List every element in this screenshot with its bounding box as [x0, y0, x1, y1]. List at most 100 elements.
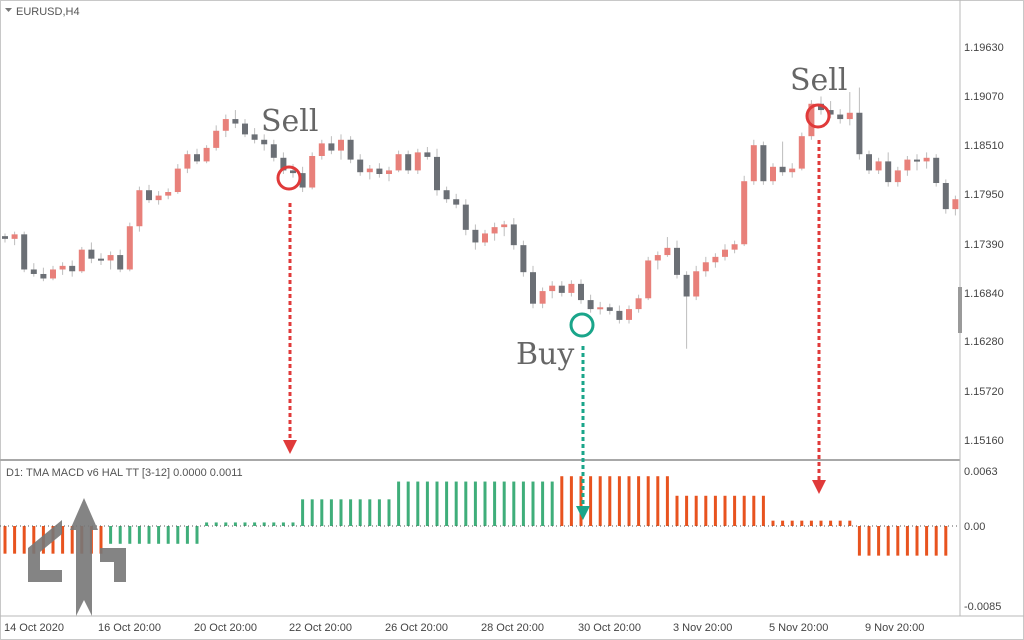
price-scale-handle[interactable]	[958, 287, 962, 333]
price-tick: 1.17390	[964, 239, 1004, 251]
histogram-bar	[233, 522, 237, 526]
histogram-bar	[944, 526, 948, 556]
indicator-tick: 0.00	[964, 521, 985, 533]
histogram-bar	[166, 526, 170, 544]
histogram-bar	[531, 481, 535, 526]
candle-body	[731, 244, 738, 250]
sell-arrowhead-icon	[283, 440, 297, 454]
sell-marker-circle	[805, 103, 831, 129]
candle-body	[424, 152, 431, 157]
candle-body	[664, 247, 671, 256]
price-tick: 1.17950	[964, 189, 1004, 201]
candle-body	[261, 139, 268, 145]
candle-body	[904, 159, 911, 171]
candle-body	[414, 152, 421, 171]
candle-body	[491, 227, 498, 234]
candle-body	[626, 309, 632, 320]
candle-body	[386, 170, 392, 175]
indicator-axis: 0.0063 0.00 -0.0085	[964, 466, 1001, 613]
price-tick: 1.19630	[964, 42, 1004, 54]
candle-body	[866, 154, 872, 171]
histogram-bar	[761, 495, 765, 526]
candle-body	[136, 190, 143, 227]
histogram-bar	[137, 526, 141, 544]
histogram-bar	[896, 526, 900, 556]
candle-body	[395, 154, 402, 171]
histogram-bar	[704, 495, 708, 526]
candle-body	[846, 112, 853, 120]
histogram-bar	[310, 499, 314, 526]
histogram-bar	[425, 481, 429, 526]
histogram-bar	[281, 522, 285, 526]
candle-body	[107, 255, 114, 261]
candle-body	[30, 269, 37, 274]
histogram-bar	[243, 522, 247, 526]
candle-body	[328, 143, 335, 151]
histogram-bar	[848, 520, 852, 526]
candle-body	[290, 170, 296, 174]
histogram-bar	[934, 526, 938, 556]
candle-body	[2, 236, 8, 239]
histogram-bar	[473, 481, 477, 526]
candle-body	[789, 168, 796, 173]
dropdown-triangle-icon[interactable]	[5, 8, 12, 12]
candle-body	[530, 272, 536, 304]
histogram-bar	[70, 526, 74, 554]
histogram-bar	[397, 481, 401, 526]
candle-body	[126, 226, 133, 270]
histogram-bar	[262, 522, 266, 526]
time-tick: 14 Oct 2020	[4, 622, 64, 634]
candle-body	[434, 156, 440, 191]
histogram-bar	[272, 522, 276, 526]
histogram-bar	[483, 481, 487, 526]
candle-body	[338, 139, 344, 151]
histogram-bar	[445, 481, 449, 526]
symbol-title: EURUSD,H4	[16, 6, 80, 18]
candle-body	[645, 260, 652, 299]
candle-body	[770, 166, 776, 182]
candle-body	[808, 103, 815, 137]
time-tick: 20 Oct 20:00	[194, 622, 257, 634]
histogram-bar	[752, 495, 756, 526]
candlestick-series[interactable]	[2, 87, 959, 349]
candle-body	[213, 130, 220, 148]
candle-body	[952, 199, 959, 210]
time-tick: 5 Nov 20:00	[769, 622, 828, 634]
candle-body	[674, 247, 680, 275]
candle-body	[251, 134, 258, 140]
candle-body	[232, 119, 239, 124]
candle-body	[270, 144, 277, 158]
histogram-bar	[809, 520, 813, 526]
candle-body	[88, 249, 95, 259]
histogram-bar	[349, 499, 353, 526]
brand-logo-icon	[28, 498, 126, 616]
candle-body	[837, 114, 844, 120]
candle-body	[827, 110, 834, 115]
price-tick: 1.16840	[964, 288, 1004, 300]
histogram-bar	[838, 520, 842, 526]
candle-body	[222, 119, 229, 131]
candle-body	[578, 283, 584, 301]
candle-body	[750, 145, 757, 182]
candle-body	[366, 168, 373, 173]
candle-body	[549, 285, 556, 292]
histogram-bar	[541, 481, 545, 526]
candle-body	[568, 283, 575, 293]
candle-body	[606, 307, 613, 311]
histogram-bar	[790, 520, 794, 526]
indicator-tick: -0.0085	[964, 601, 1001, 613]
candle-body	[741, 181, 748, 245]
histogram-bar	[857, 526, 861, 556]
histogram-bar	[829, 520, 833, 526]
candle-body	[539, 291, 546, 304]
histogram-bar	[733, 495, 737, 526]
histogram-bar	[867, 526, 871, 556]
price-tick: 1.15160	[964, 435, 1004, 447]
price-tick: 1.19070	[964, 91, 1004, 103]
candle-body	[98, 258, 104, 261]
histogram-bar	[435, 481, 439, 526]
candle-body	[405, 154, 412, 171]
candle-body	[194, 154, 200, 162]
candle-body	[760, 145, 767, 182]
